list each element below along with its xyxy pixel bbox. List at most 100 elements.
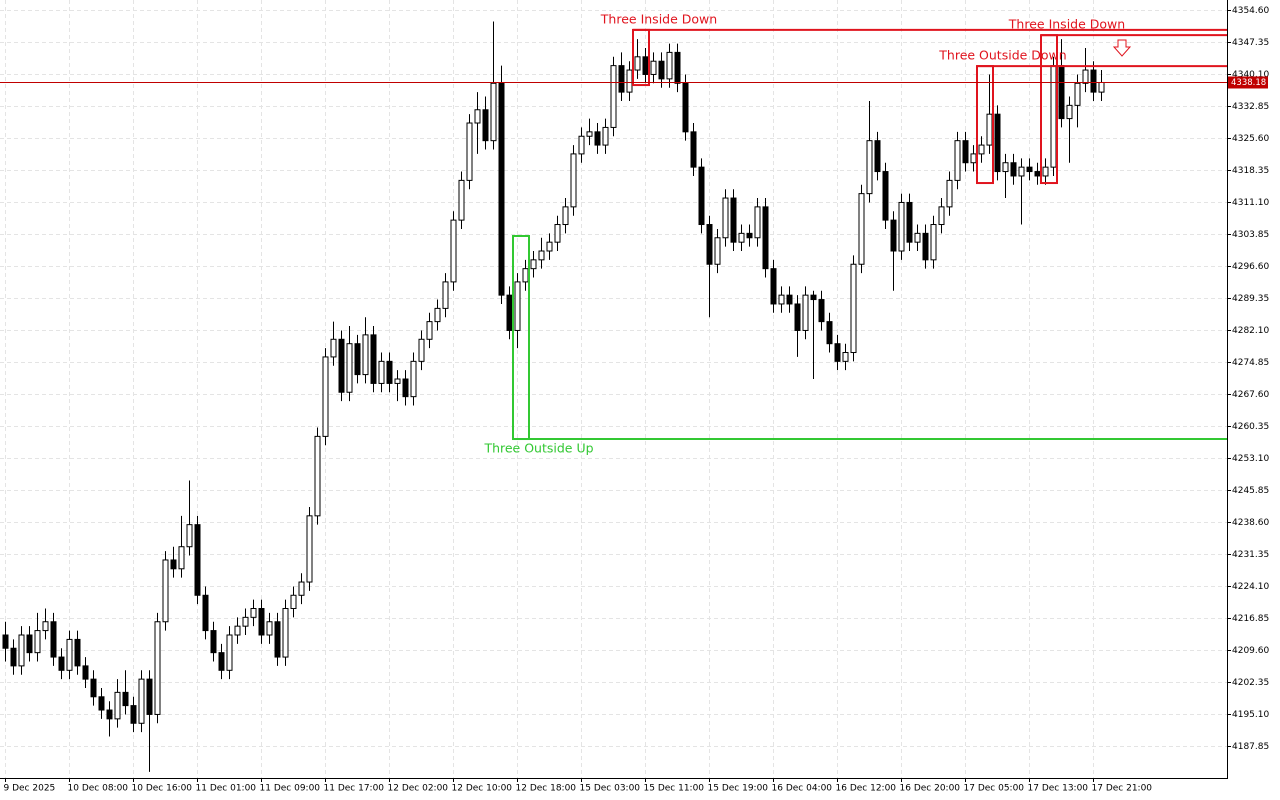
candle-body (650, 60, 657, 75)
candle-body (954, 140, 961, 181)
y-tick-label: 4311.10 (1232, 198, 1269, 208)
x-tick-label: 15 Dec 11:00 (644, 784, 705, 794)
candle-body (250, 608, 257, 618)
candle-body (274, 621, 281, 658)
candle-body (314, 435, 321, 517)
x-tick-label: 12 Dec 02:00 (388, 784, 449, 794)
y-tick-label: 4231.35 (1232, 550, 1269, 560)
x-tick-label: 17 Dec 13:00 (1028, 784, 1089, 794)
pattern-label: Three Outside Down (938, 48, 1066, 63)
candle-body (778, 294, 785, 305)
candle-body (26, 634, 33, 654)
candle-body (378, 360, 385, 384)
candle-body (770, 268, 777, 305)
candle-body (970, 153, 977, 164)
candle-body (1042, 166, 1049, 177)
candle-body (1090, 69, 1097, 93)
candle-body (490, 82, 497, 142)
candle-body (506, 294, 513, 331)
y-tick-label: 4238.60 (1232, 518, 1269, 528)
candle-body (10, 647, 17, 667)
candle-body (370, 334, 377, 384)
y-tick-label: 4195.10 (1232, 710, 1269, 720)
candle-body (266, 621, 273, 636)
candle-body (50, 621, 57, 658)
candle-body (418, 338, 425, 362)
y-tick-label: 4282.10 (1232, 326, 1269, 336)
candle-body (498, 82, 505, 296)
candle-body (74, 638, 81, 667)
x-tick-label: 17 Dec 21:00 (1092, 784, 1153, 794)
candle-body (146, 678, 153, 715)
y-tick-label: 4216.85 (1232, 614, 1269, 624)
candle-body (746, 232, 753, 239)
last-price-tag (1228, 76, 1268, 89)
candle-body (354, 343, 361, 376)
candle-body (18, 634, 25, 667)
candle-body (242, 616, 249, 627)
candle-body (842, 352, 849, 362)
y-tick-label: 4187.85 (1232, 742, 1269, 752)
candle-body (562, 206, 569, 226)
candle-body (666, 51, 673, 80)
candle-body (186, 524, 193, 548)
candle-body (458, 179, 465, 221)
candle-body (946, 179, 953, 208)
candle-body (706, 224, 713, 265)
candle-body (594, 131, 601, 146)
x-tick-label: 16 Dec 04:00 (772, 784, 833, 794)
candle-body (394, 378, 401, 384)
candle-body (850, 263, 857, 354)
candle-body (618, 65, 625, 93)
candle-body (1002, 162, 1009, 173)
candle-body (466, 122, 473, 181)
candle-body (514, 281, 521, 331)
candle-body (682, 82, 689, 133)
y-tick-label: 4354.60 (1232, 6, 1269, 16)
candle-body (386, 360, 393, 384)
candle-body (98, 696, 105, 711)
candle-body (290, 594, 297, 610)
candle-body (554, 224, 561, 243)
candle-body (106, 709, 113, 720)
x-tick-label: 15 Dec 03:00 (580, 784, 641, 794)
candle-body (922, 232, 929, 261)
candle-body (450, 219, 457, 283)
candle-body (730, 197, 737, 243)
y-tick-label: 4245.85 (1232, 486, 1269, 496)
sell-arrow (1112, 39, 1132, 57)
candle-body (2, 634, 9, 649)
x-tick-label: 12 Dec 18:00 (516, 784, 577, 794)
candle-body (1026, 166, 1033, 173)
candle-body (874, 140, 881, 173)
candle-body (738, 232, 745, 243)
candle-body (626, 69, 633, 93)
candle-body (522, 268, 529, 283)
candle-body (722, 197, 729, 239)
candle-body (434, 307, 441, 323)
y-tick-label: 4260.35 (1232, 422, 1269, 432)
candle-body (154, 621, 161, 715)
candle-body (698, 166, 705, 226)
x-tick-label: 11 Dec 09:00 (260, 784, 321, 794)
candle-body (634, 56, 641, 71)
candle-body (602, 126, 609, 146)
candle-body (122, 691, 129, 707)
candle-body (402, 378, 409, 398)
candle-body (890, 219, 897, 252)
candle-body (986, 113, 993, 146)
x-tick-label: 11 Dec 01:00 (196, 784, 257, 794)
candle-body (1098, 81, 1105, 93)
candle-body (298, 581, 305, 596)
candle-body (306, 515, 313, 583)
candle-body (938, 206, 945, 226)
y-tick-label: 4253.10 (1232, 454, 1269, 464)
candle-body (170, 559, 177, 570)
candle-body (58, 656, 65, 671)
candle-body (66, 638, 73, 671)
y-tick-label: 4318.35 (1232, 166, 1269, 176)
pattern-label: Three Inside Down (1008, 17, 1125, 32)
last-price-label: 4338.18 (1231, 78, 1266, 88)
candle-body (674, 51, 681, 84)
